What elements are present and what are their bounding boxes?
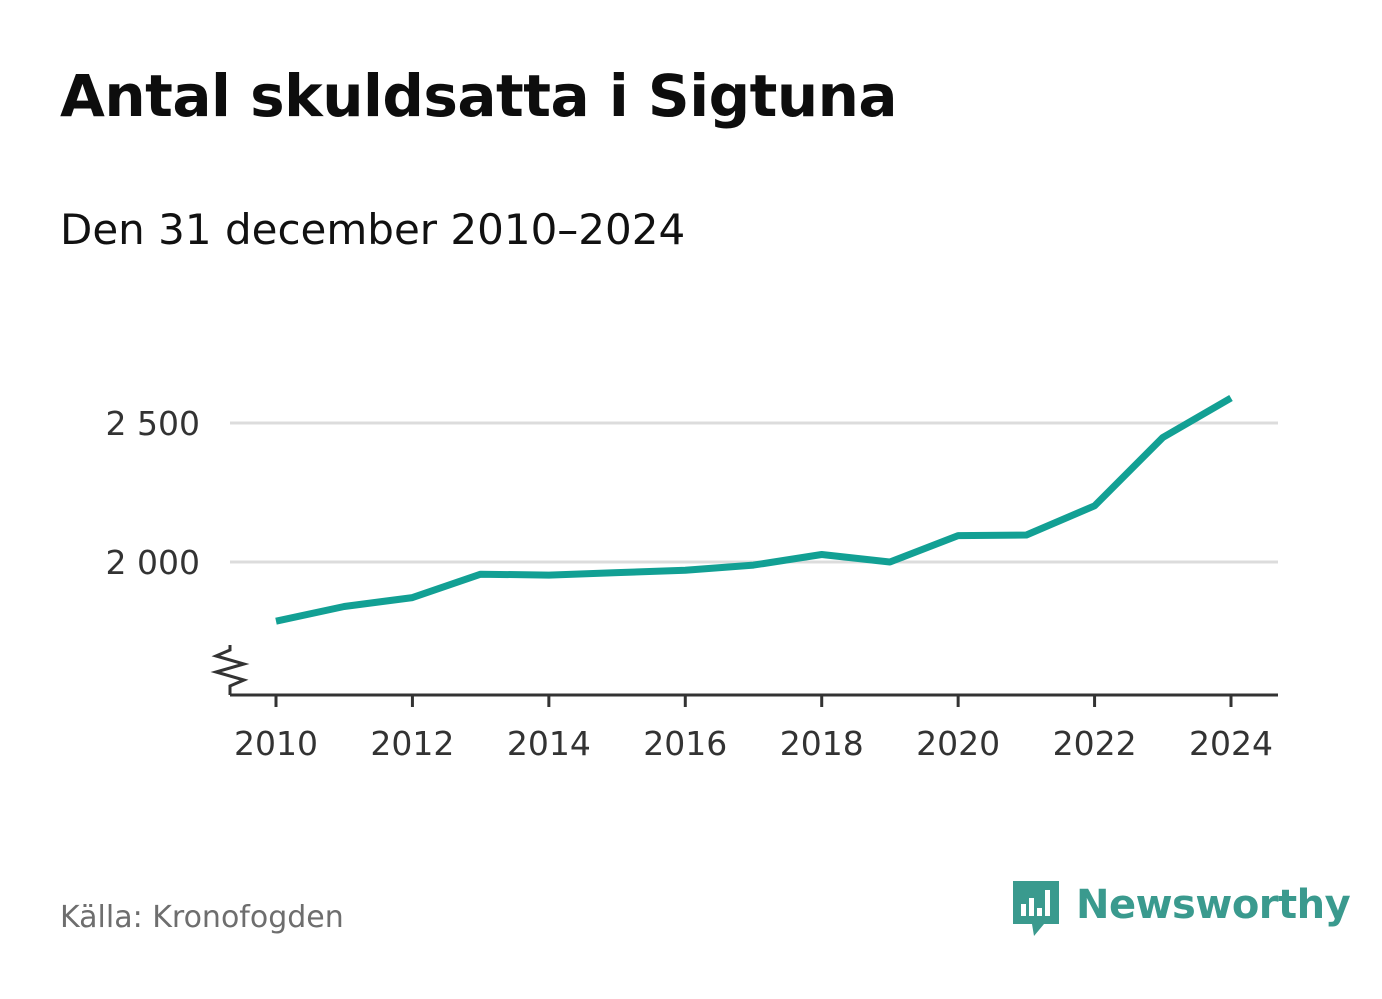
series-line xyxy=(275,394,1233,625)
y-axis-break xyxy=(210,645,250,695)
x-axis xyxy=(230,693,1278,707)
brand-name: Newsworthy xyxy=(1076,882,1351,928)
y-tick-label: 2 500 xyxy=(106,404,200,443)
x-tick-label: 2024 xyxy=(1189,724,1273,763)
y-tick-labels: 2 000 2 500 xyxy=(106,404,200,582)
source-note: Källa: Kronofogden xyxy=(60,900,344,935)
x-tick-label: 2012 xyxy=(370,724,454,763)
x-tick-label: 2022 xyxy=(1053,724,1137,763)
brand-logo: Newsworthy xyxy=(1010,878,1351,940)
x-tick-label: 2018 xyxy=(780,724,864,763)
series-group xyxy=(275,394,1233,625)
y-tick-label: 2 000 xyxy=(106,543,200,582)
x-tick-labels: 2010 2012 2014 2016 2018 2020 2022 2024 xyxy=(234,724,1273,763)
grid-lines xyxy=(230,421,1278,564)
x-tick-label: 2014 xyxy=(507,724,591,763)
x-tick-label: 2010 xyxy=(234,724,318,763)
axis-break-zigzag xyxy=(210,645,250,695)
x-tick-label: 2016 xyxy=(643,724,727,763)
chart-title: Antal skuldsatta i Sigtuna xyxy=(60,62,898,130)
bar-chart-speech-bubble-icon xyxy=(1013,881,1059,936)
x-tick-label: 2020 xyxy=(916,724,1000,763)
chart-subtitle: Den 31 december 2010–2024 xyxy=(60,205,686,254)
